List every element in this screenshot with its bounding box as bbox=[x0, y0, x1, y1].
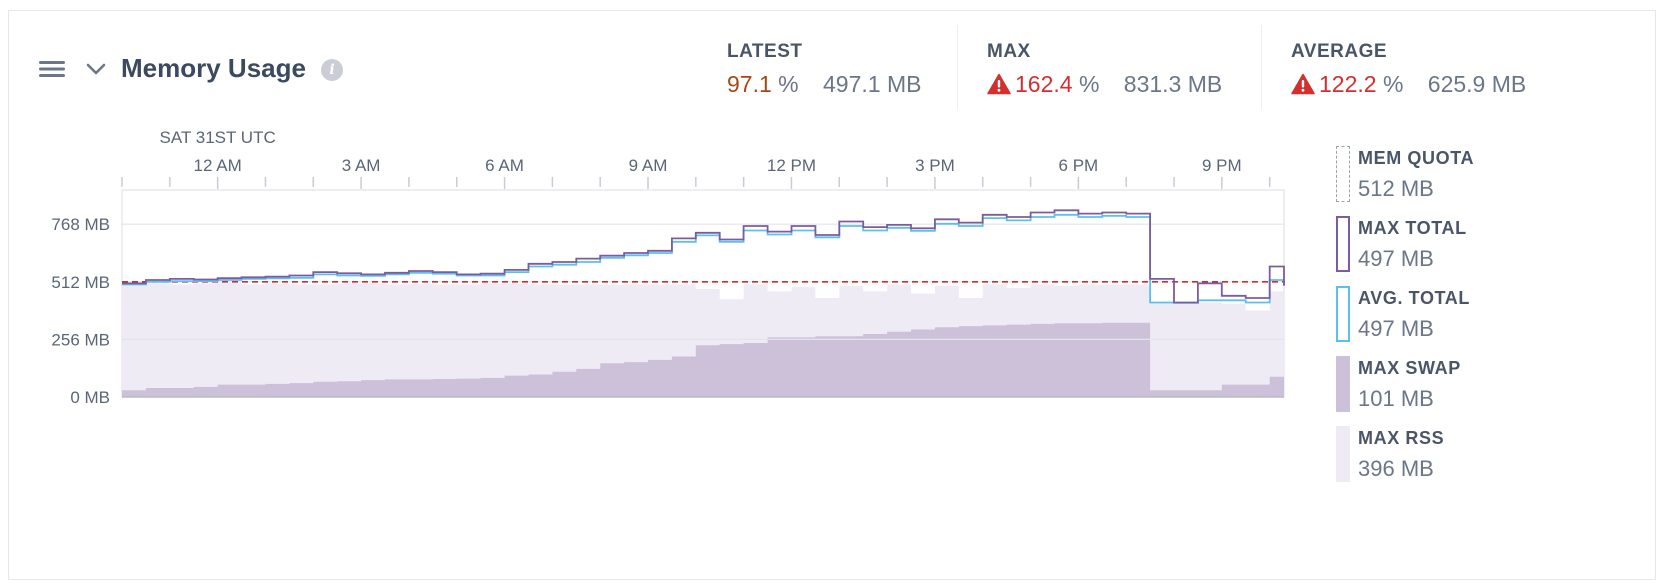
x-tick-label: 9 AM bbox=[629, 156, 668, 175]
legend-swatch bbox=[1336, 146, 1350, 202]
card-title: Memory Usage bbox=[121, 53, 306, 83]
legend-item-max-total[interactable]: MAX TOTAL 497 MB bbox=[1336, 216, 1536, 278]
stat-latest: LATEST 97.1 % 497.1 MB bbox=[727, 41, 921, 98]
legend-value: 512 MB bbox=[1358, 176, 1434, 201]
y-tick-label: 512 MB bbox=[51, 273, 110, 292]
hamburger-icon[interactable] bbox=[39, 59, 65, 79]
legend-name: MAX SWAP bbox=[1358, 358, 1461, 378]
chevron-down-icon[interactable] bbox=[85, 59, 107, 79]
legend-swatch bbox=[1336, 286, 1350, 342]
legend-name: MEM QUOTA bbox=[1358, 148, 1475, 168]
stat-label: LATEST bbox=[727, 41, 803, 62]
y-tick-label: 256 MB bbox=[51, 330, 110, 349]
stat-divider bbox=[1261, 25, 1262, 109]
x-tick-label: 3 PM bbox=[915, 156, 955, 175]
date-label: SAT 31ST UTC bbox=[160, 128, 276, 147]
x-tick-label: 3 AM bbox=[342, 156, 381, 175]
legend-name: MAX RSS bbox=[1358, 428, 1445, 448]
x-tick-label: 6 PM bbox=[1059, 156, 1099, 175]
stat-megabytes: 625.9 MB bbox=[1427, 71, 1527, 97]
legend-swatch bbox=[1336, 356, 1350, 412]
stat-divider bbox=[957, 25, 958, 109]
max-swap-area bbox=[122, 322, 1284, 397]
stat-label: AVERAGE bbox=[1291, 41, 1388, 62]
warning-triangle-icon bbox=[1291, 73, 1315, 95]
stat-percent: 97.1 bbox=[727, 71, 772, 97]
y-tick-label: 0 MB bbox=[70, 388, 110, 407]
stat-percent: 122.2 bbox=[1319, 71, 1377, 97]
legend-value: 497 MB bbox=[1358, 246, 1434, 271]
legend-item-max-rss[interactable]: MAX RSS 396 MB bbox=[1336, 426, 1536, 488]
stat-percent: 162.4 bbox=[1015, 71, 1073, 97]
warning-triangle-icon bbox=[987, 73, 1011, 95]
max-total-line bbox=[122, 209, 1285, 304]
legend-value: 497 MB bbox=[1358, 316, 1434, 341]
legend-item-max-swap[interactable]: MAX SWAP 101 MB bbox=[1336, 356, 1536, 418]
legend-name: MAX TOTAL bbox=[1358, 218, 1467, 238]
y-tick-label: 768 MB bbox=[51, 215, 110, 234]
stat-average: AVERAGE 122.2 % 625.9 MB bbox=[1291, 41, 1526, 98]
stat-percent-unit: % bbox=[1382, 71, 1404, 97]
legend-swatch bbox=[1336, 426, 1350, 482]
x-tick-label: 9 PM bbox=[1202, 156, 1242, 175]
legend-swatch bbox=[1336, 216, 1350, 272]
stat-megabytes: 497.1 MB bbox=[823, 71, 922, 97]
memory-usage-chart: 768 MB 512 MB 256 MB 0 MB 12 AM 3 AM 6 AM 9 AM 1… bbox=[51, 128, 1285, 407]
x-tick-label: 6 AM bbox=[485, 156, 524, 175]
legend-item-mem-quota[interactable]: MEM QUOTA 512 MB bbox=[1336, 146, 1536, 208]
stat-max: MAX 162.4 % 831.3 MB bbox=[987, 41, 1222, 98]
stat-percent-unit: % bbox=[1078, 71, 1100, 97]
info-icon[interactable]: i bbox=[321, 59, 343, 81]
legend-value: 101 MB bbox=[1358, 386, 1434, 411]
x-tick-label: 12 AM bbox=[194, 156, 242, 175]
stat-label: MAX bbox=[987, 41, 1031, 62]
stat-percent-unit: % bbox=[778, 71, 799, 97]
stat-megabytes: 831.3 MB bbox=[1123, 71, 1223, 97]
legend-name: AVG. TOTAL bbox=[1358, 288, 1470, 308]
card-header: Memory Usage i LATEST 97.1 % 497.1 MB MA… bbox=[9, 11, 1655, 111]
legend-item-avg-total[interactable]: AVG. TOTAL 497 MB bbox=[1336, 286, 1536, 348]
legend-value: 396 MB bbox=[1358, 456, 1434, 481]
x-tick-label: 12 PM bbox=[767, 156, 816, 175]
